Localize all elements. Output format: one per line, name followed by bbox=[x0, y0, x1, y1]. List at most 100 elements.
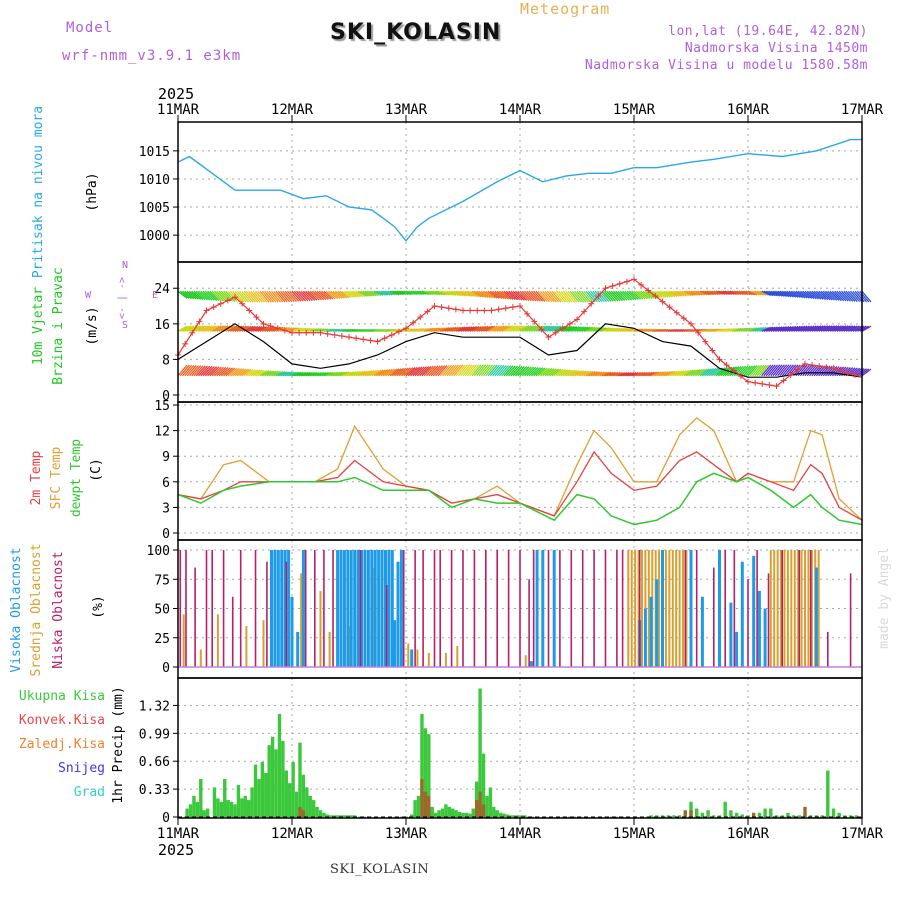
wind-barb bbox=[845, 325, 856, 332]
total-precip-bar bbox=[433, 812, 438, 817]
mid-cloud-bar bbox=[319, 590, 322, 667]
wind-barb bbox=[645, 290, 655, 299]
wind-barb bbox=[348, 290, 359, 298]
wind-barb bbox=[788, 290, 799, 298]
wind-barb bbox=[604, 371, 614, 377]
wind-barb bbox=[433, 327, 443, 332]
wind-barb bbox=[772, 290, 783, 297]
wind-barb bbox=[209, 290, 220, 302]
wind-barb bbox=[711, 367, 721, 377]
ytick-label: 1005 bbox=[139, 201, 170, 216]
wind-barb bbox=[745, 365, 756, 377]
wind-barb bbox=[430, 290, 441, 296]
total-precip-bar bbox=[253, 764, 258, 817]
mid-cloud-bar bbox=[671, 550, 674, 667]
low-cloud-bar bbox=[724, 550, 726, 667]
mid-cloud-bar bbox=[807, 550, 810, 667]
wind-barb bbox=[772, 364, 783, 377]
wind-barb bbox=[373, 290, 384, 296]
wind-barb bbox=[756, 364, 767, 377]
wind-barb bbox=[822, 325, 833, 332]
wind-barb bbox=[426, 290, 436, 296]
wind-barb bbox=[585, 290, 596, 303]
wind-speed-point bbox=[837, 367, 844, 374]
total-precip-bar bbox=[430, 806, 434, 817]
low-cloud-bar bbox=[179, 550, 182, 667]
wind-barb bbox=[387, 368, 398, 377]
wind-barb bbox=[690, 369, 701, 377]
wind-barb bbox=[211, 325, 222, 332]
wind-barb bbox=[508, 365, 519, 377]
wind-title-line1: 10m Vjetar bbox=[31, 287, 46, 365]
wind-barb bbox=[257, 290, 268, 303]
ytick-label: 100 bbox=[147, 544, 170, 559]
legend-dewpt-temp: dewpt Temp bbox=[69, 439, 84, 517]
wind-speed-point bbox=[367, 337, 374, 344]
ytick-label: 0.99 bbox=[139, 727, 170, 742]
wind-barb bbox=[225, 367, 236, 377]
wind-barb bbox=[376, 290, 386, 296]
wind-speed-point bbox=[723, 361, 730, 368]
wind-barb bbox=[750, 327, 760, 332]
high-cloud-bar bbox=[393, 620, 397, 667]
wind-barb bbox=[818, 290, 829, 301]
wind-barb bbox=[724, 290, 735, 295]
wind-barb bbox=[567, 326, 578, 332]
mid-cloud-bar bbox=[786, 550, 789, 667]
wind-barb bbox=[576, 290, 587, 303]
wind-barb bbox=[492, 364, 503, 377]
total-precip-bar bbox=[288, 783, 292, 817]
mid-cloud-bar bbox=[769, 550, 772, 667]
wind-barb bbox=[740, 327, 751, 332]
wind-barb bbox=[843, 325, 854, 332]
wind-barb bbox=[248, 325, 258, 332]
wind-barb bbox=[517, 366, 528, 377]
mid-cloud-bar bbox=[199, 649, 202, 667]
wind-barb bbox=[184, 325, 195, 332]
wind-barb bbox=[458, 290, 468, 297]
wind-barb bbox=[460, 290, 471, 297]
wind-barb bbox=[289, 327, 299, 332]
wind-barb bbox=[186, 365, 197, 377]
wind-barb bbox=[793, 325, 803, 332]
wind-barb bbox=[519, 366, 530, 377]
wind-barb bbox=[683, 369, 694, 377]
wind-barb bbox=[202, 290, 213, 301]
model-name: wrf-nmm_v3.9.1 e3km bbox=[62, 48, 242, 64]
wind-barb bbox=[845, 290, 856, 302]
wind-barb bbox=[200, 325, 211, 332]
mid-cloud-bar bbox=[793, 550, 796, 667]
high-cloud-bar bbox=[552, 550, 556, 667]
wind-barb bbox=[485, 325, 496, 332]
wind-barb bbox=[414, 366, 425, 377]
wind-speed-point bbox=[595, 293, 602, 300]
wind-barb bbox=[847, 290, 858, 302]
low-cloud-bar bbox=[507, 550, 510, 667]
wind-barb bbox=[298, 290, 309, 302]
wind-barb bbox=[439, 327, 450, 332]
total-precip-bar bbox=[516, 815, 520, 817]
wind-barb bbox=[289, 290, 300, 302]
wind-barb bbox=[809, 365, 820, 377]
wind-barb bbox=[765, 290, 776, 297]
wind-barb bbox=[709, 290, 719, 296]
wind-barb bbox=[667, 290, 678, 298]
wind-barb bbox=[505, 325, 516, 332]
wind-barb bbox=[442, 290, 452, 296]
wind-barb bbox=[250, 290, 261, 303]
low-cloud-bar bbox=[528, 579, 530, 667]
mid-cloud-bar bbox=[678, 550, 681, 667]
wind-barb bbox=[198, 290, 208, 301]
wind-speed-point bbox=[517, 303, 523, 310]
total-precip-bar bbox=[349, 815, 353, 817]
wind-barb bbox=[214, 290, 224, 302]
wind-barb bbox=[234, 368, 245, 377]
wind-barb bbox=[496, 325, 507, 332]
wind-barb bbox=[581, 326, 591, 332]
wind-barb bbox=[310, 372, 320, 377]
wind-barb bbox=[250, 369, 261, 377]
wind-speed-point bbox=[695, 329, 702, 336]
wind-barb bbox=[362, 290, 372, 297]
ytick-label: 0 bbox=[162, 811, 170, 826]
wind-barb bbox=[204, 366, 215, 377]
